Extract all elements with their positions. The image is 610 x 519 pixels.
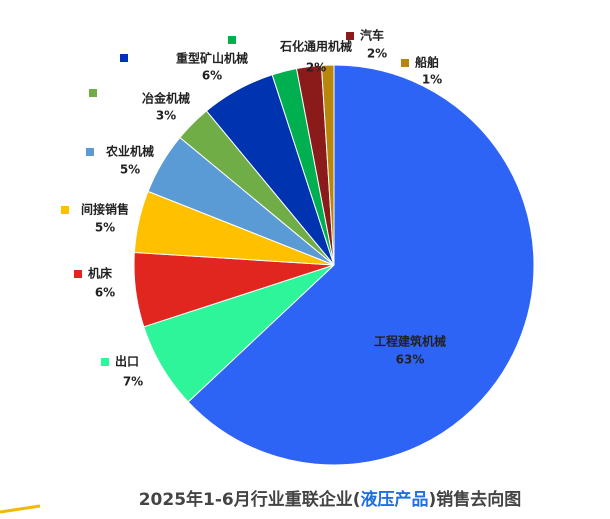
legend-swatch <box>120 54 128 62</box>
legend-swatch <box>86 148 94 156</box>
slice-value-label: 2% <box>367 47 387 61</box>
legend-swatch <box>89 89 97 97</box>
title-highlight: 液压产品 <box>361 489 429 510</box>
slice-value-label: 63% <box>396 353 425 367</box>
slice-label: 农业机械 <box>105 144 154 159</box>
title-part: )销售去向图 <box>429 489 522 510</box>
legend-swatch <box>228 36 236 44</box>
slice-value-label: 6% <box>202 69 222 83</box>
slice-label: 冶金机械 <box>142 91 190 106</box>
decoration <box>0 504 41 514</box>
title-part: 2025年1-6月行业重联企业( <box>139 489 361 510</box>
pie-slice <box>187 64 535 466</box>
slice-value-label: 6% <box>95 286 115 300</box>
slice-label: 汽车 <box>360 28 384 43</box>
legend-swatch <box>74 270 82 278</box>
slice-value-label: 3% <box>156 109 176 123</box>
slice-label: 间接销售 <box>81 202 129 217</box>
slice-value-label: 1% <box>422 73 442 87</box>
legend-swatch <box>61 206 69 214</box>
slice-label: 船舶 <box>415 55 439 70</box>
slice-label: 出口 <box>115 354 139 369</box>
legend-swatch <box>401 59 409 67</box>
slice-label: 工程建筑机械 <box>374 334 446 349</box>
slice-value-label: 5% <box>95 221 115 235</box>
slice-label: 石化通用机械 <box>279 39 352 54</box>
slice-value-label: 2% <box>306 61 326 75</box>
slice-label: 重型矿山机械 <box>176 51 248 66</box>
pie-slice <box>320 64 335 266</box>
chart-title: 2025年1-6月行业重联企业(液压产品)销售去向图 <box>139 489 522 510</box>
slice-label: 机床 <box>88 266 113 281</box>
slice-value-label: 7% <box>123 375 143 389</box>
legend-swatch <box>346 32 354 40</box>
legend-swatch <box>101 358 109 366</box>
slice-value-label: 5% <box>120 163 140 177</box>
